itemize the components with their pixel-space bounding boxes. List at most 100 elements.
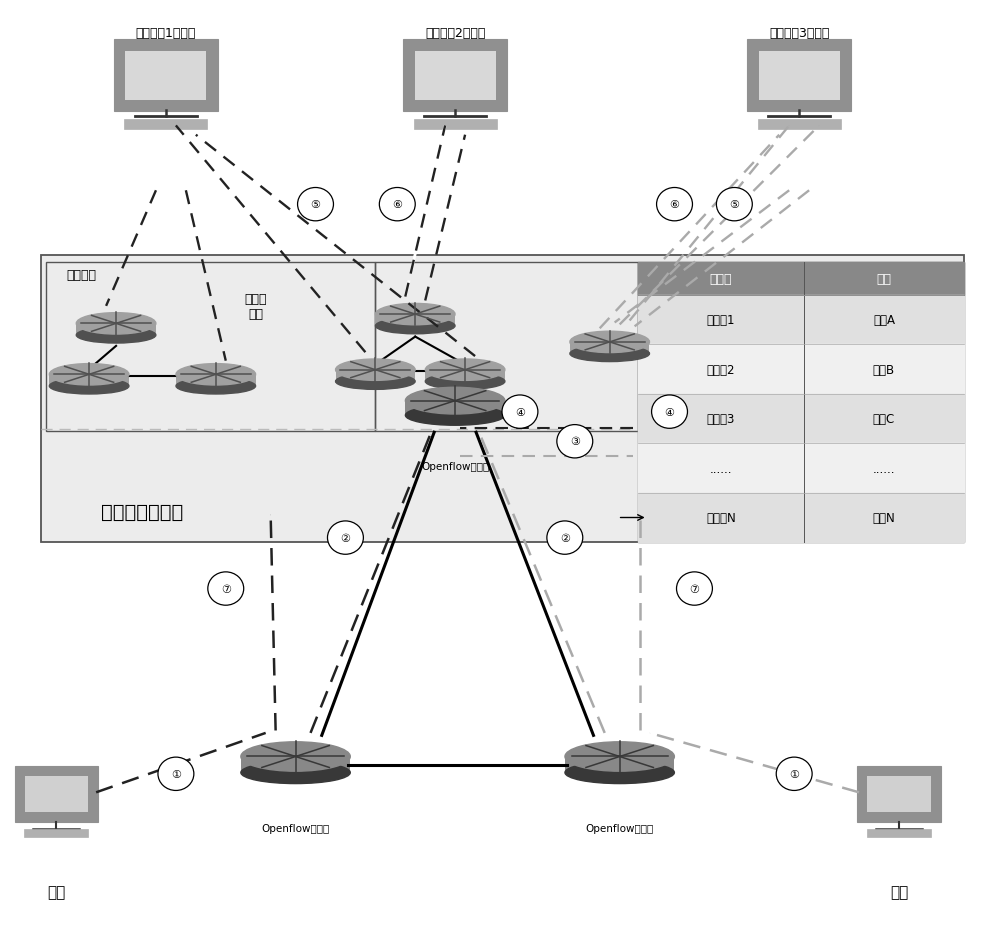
Text: 虚拟网络2控制器: 虚拟网络2控制器: [425, 27, 485, 40]
Text: ⑦: ⑦: [221, 584, 231, 594]
Ellipse shape: [565, 742, 674, 771]
Bar: [405, 401, 505, 416]
Bar: [375, 315, 455, 327]
Text: ①: ①: [171, 769, 181, 779]
Ellipse shape: [49, 364, 129, 386]
Ellipse shape: [241, 762, 350, 784]
Bar: [241, 756, 350, 773]
Circle shape: [327, 522, 363, 555]
Ellipse shape: [76, 314, 156, 335]
Ellipse shape: [570, 332, 649, 354]
Text: ......: ......: [710, 462, 732, 475]
Text: 终端: 终端: [47, 883, 65, 899]
Bar: [867, 830, 931, 837]
Bar: [747, 40, 851, 112]
Ellipse shape: [176, 379, 256, 394]
Bar: [41, 256, 964, 543]
Text: 虚拟网络3控制器: 虚拟网络3控制器: [769, 27, 829, 40]
Text: 虚网: 虚网: [876, 273, 891, 286]
Circle shape: [379, 188, 415, 222]
Text: 虚网B: 虚网B: [873, 363, 895, 376]
Circle shape: [657, 188, 692, 222]
Circle shape: [557, 425, 593, 458]
Bar: [867, 777, 931, 812]
Ellipse shape: [425, 359, 505, 381]
Text: ②: ②: [340, 533, 350, 543]
Text: ①: ①: [789, 769, 799, 779]
Text: ④: ④: [515, 407, 525, 418]
Bar: [759, 52, 840, 100]
Ellipse shape: [49, 379, 129, 394]
Bar: [638, 263, 964, 543]
Text: 流规则: 流规则: [710, 273, 732, 286]
Circle shape: [208, 573, 244, 606]
Ellipse shape: [336, 359, 415, 381]
Text: 虚拟交
换机: 虚拟交 换机: [244, 293, 267, 321]
Bar: [638, 345, 964, 394]
Bar: [336, 370, 415, 382]
Ellipse shape: [336, 374, 415, 390]
Bar: [638, 263, 964, 296]
Bar: [76, 324, 156, 336]
Bar: [414, 120, 497, 130]
Bar: [15, 767, 98, 822]
Bar: [46, 263, 375, 432]
Bar: [403, 40, 507, 112]
Text: 流规则3: 流规则3: [707, 413, 735, 426]
Ellipse shape: [405, 406, 505, 426]
Circle shape: [776, 757, 812, 791]
Bar: [114, 40, 218, 112]
Text: Openflow交换机: Openflow交换机: [421, 462, 489, 472]
Text: ⑤: ⑤: [729, 200, 739, 210]
Ellipse shape: [405, 388, 505, 415]
Bar: [425, 370, 505, 382]
Bar: [415, 52, 496, 100]
Text: ⑥: ⑥: [670, 200, 680, 210]
Ellipse shape: [241, 742, 350, 771]
Bar: [638, 394, 964, 444]
Ellipse shape: [565, 762, 674, 784]
Text: ⑤: ⑤: [311, 200, 321, 210]
Text: 网络虚拟化平台: 网络虚拟化平台: [101, 503, 183, 522]
Text: 虚网A: 虚网A: [873, 314, 895, 327]
Text: 虚拟网络1控制器: 虚拟网络1控制器: [136, 27, 196, 40]
Text: 终端: 终端: [890, 883, 908, 899]
Circle shape: [677, 573, 712, 606]
Bar: [176, 375, 256, 387]
Bar: [857, 767, 941, 822]
Ellipse shape: [375, 304, 455, 326]
Circle shape: [652, 395, 687, 429]
Circle shape: [502, 395, 538, 429]
Text: 流规则2: 流规则2: [707, 363, 735, 376]
Text: ⑥: ⑥: [392, 200, 402, 210]
Circle shape: [158, 757, 194, 791]
Text: Openflow交换机: Openflow交换机: [261, 823, 330, 833]
Ellipse shape: [375, 318, 455, 334]
Bar: [124, 120, 207, 130]
Ellipse shape: [176, 364, 256, 386]
Bar: [638, 296, 964, 345]
Bar: [375, 263, 638, 432]
Text: 流规则N: 流规则N: [706, 511, 736, 524]
Circle shape: [298, 188, 333, 222]
Bar: [25, 777, 88, 812]
Text: 虚拟网络: 虚拟网络: [66, 269, 96, 282]
Circle shape: [547, 522, 583, 555]
Bar: [638, 444, 964, 494]
Bar: [758, 120, 841, 130]
Text: 虚网C: 虚网C: [873, 413, 895, 426]
Ellipse shape: [425, 374, 505, 390]
Text: ②: ②: [560, 533, 570, 543]
Ellipse shape: [570, 346, 649, 362]
Text: ③: ③: [570, 437, 580, 446]
Text: Openflow交换机: Openflow交换机: [586, 823, 654, 833]
Text: ⑦: ⑦: [689, 584, 699, 594]
Bar: [570, 342, 649, 354]
Text: 流规则1: 流规则1: [707, 314, 735, 327]
Bar: [565, 756, 674, 773]
Bar: [638, 494, 964, 543]
Bar: [125, 52, 206, 100]
Ellipse shape: [76, 328, 156, 343]
Text: ④: ④: [665, 407, 675, 418]
Text: ......: ......: [873, 462, 895, 475]
